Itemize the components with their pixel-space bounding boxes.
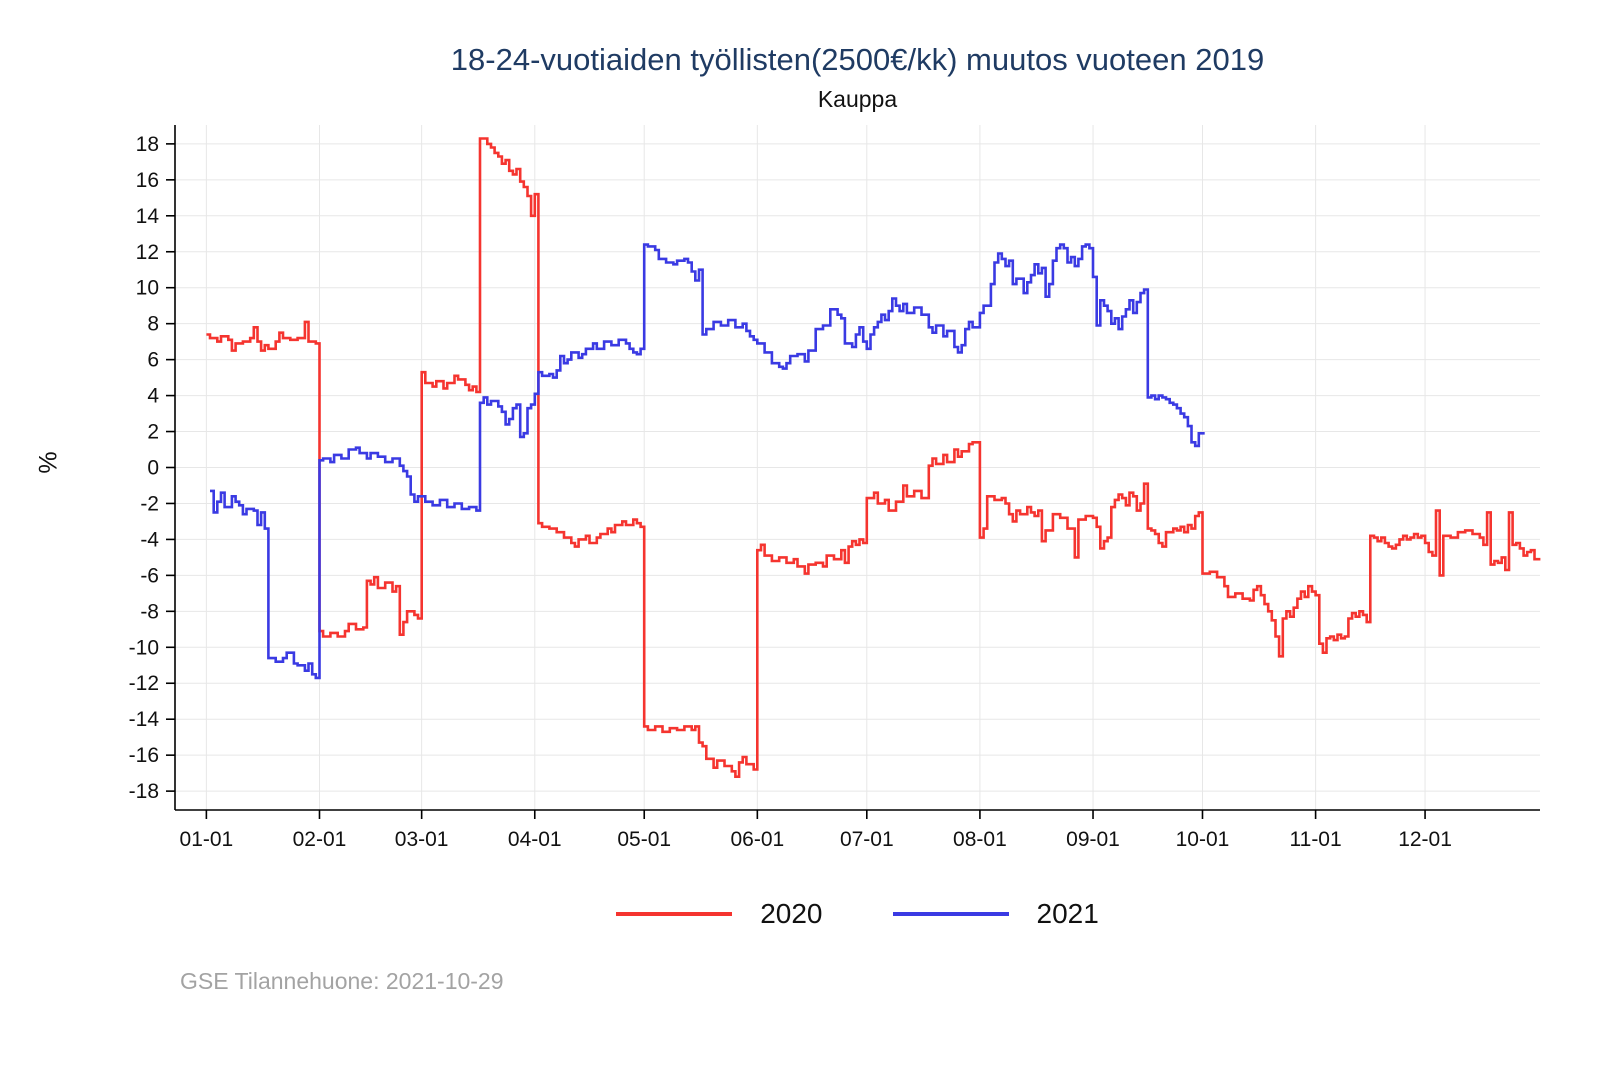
- chart-title: 18-24-vuotiaiden työllisten(2500€/kk) mu…: [450, 42, 1265, 77]
- x-tick-label: 11-01: [1290, 828, 1342, 851]
- x-tick-label: 07-01: [840, 828, 894, 851]
- y-tick-label: -8: [140, 600, 159, 623]
- y-tick-label: 4: [147, 385, 159, 408]
- y-tick-label: -16: [129, 744, 159, 767]
- legend-key-2020-line: [616, 912, 733, 916]
- y-tick-label: -10: [129, 636, 159, 659]
- legend: 2020 2021: [175, 898, 1540, 930]
- legend-key-2021-line: [892, 912, 1009, 916]
- x-tick-label: 04-01: [508, 828, 562, 851]
- legend-item-2020: 2020: [616, 898, 823, 930]
- x-tick-label: 02-01: [293, 828, 347, 851]
- y-tick-label: 8: [147, 313, 159, 336]
- y-tick-label: -18: [129, 780, 159, 803]
- y-tick-label: 16: [136, 169, 159, 192]
- y-tick-label: -6: [140, 564, 159, 587]
- y-tick-label: 12: [136, 241, 159, 264]
- x-tick-label: 09-01: [1066, 828, 1120, 851]
- x-tick-label: 08-01: [953, 828, 1007, 851]
- y-tick-label: -2: [140, 492, 159, 515]
- legend-label-2020: 2020: [760, 898, 823, 929]
- x-tick-label: 05-01: [617, 828, 671, 851]
- legend-item-2021: 2021: [892, 898, 1099, 930]
- y-tick-label: -4: [140, 528, 159, 551]
- y-tick-label: 10: [136, 277, 159, 300]
- y-tick-label: 14: [136, 205, 160, 228]
- x-tick-label: 01-01: [180, 828, 234, 851]
- chart-subtitle: Kauppa: [817, 86, 898, 112]
- x-tick-label: 06-01: [730, 828, 784, 851]
- y-tick-label: 6: [147, 349, 159, 372]
- y-tick-label: 0: [147, 457, 159, 480]
- legend-label-2021: 2021: [1036, 898, 1099, 929]
- x-tick-label: 10-01: [1176, 828, 1230, 851]
- x-tick-label: 03-01: [395, 828, 449, 851]
- source-caption: GSE Tilannehuone: 2021-10-29: [180, 968, 504, 994]
- y-tick-label: 18: [136, 133, 159, 156]
- series-line-2020: [206, 137, 1541, 778]
- series-line-2021: [210, 243, 1205, 680]
- y-tick-label: -12: [129, 672, 159, 695]
- y-tick-label: -14: [129, 708, 160, 731]
- x-tick-label: 12-01: [1398, 828, 1452, 851]
- y-tick-label: 2: [147, 421, 159, 444]
